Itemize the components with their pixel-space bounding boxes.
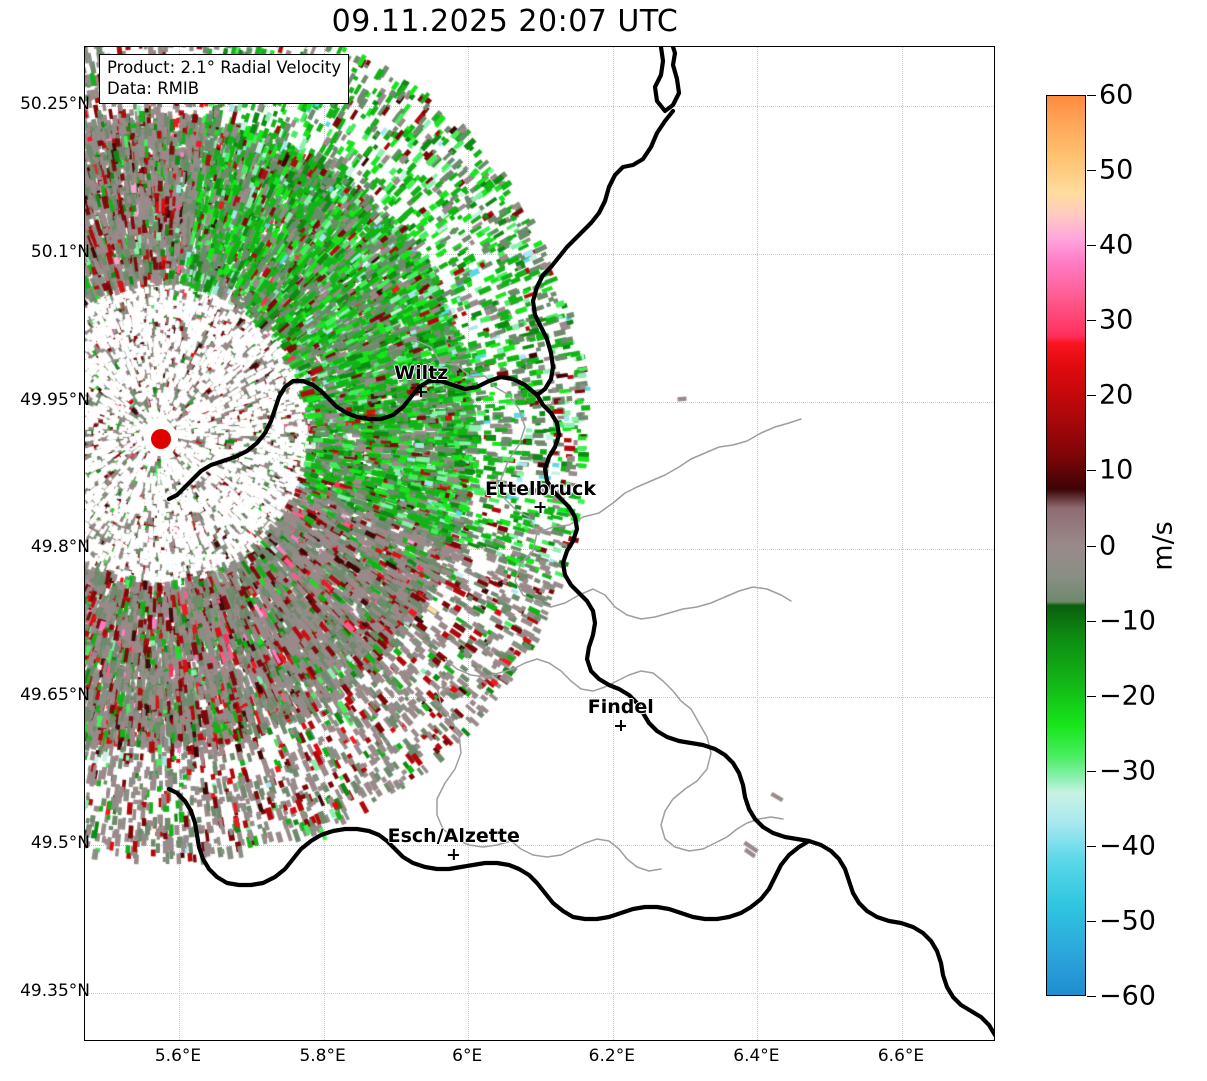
colorbar-tick-label-8: −20 <box>1099 680 1156 712</box>
colorbar-tick-7 <box>1087 620 1096 622</box>
city-label-text: Esch/Alzette <box>387 825 520 848</box>
radar-site-marker[interactable] <box>150 428 171 449</box>
colorbar-tick-11 <box>1087 920 1096 922</box>
velocity-colorbar[interactable] <box>1046 95 1086 996</box>
city-cross-icon <box>448 849 460 861</box>
colorbar-tick-label-3: 30 <box>1099 304 1134 336</box>
colorbar-gradient <box>1047 96 1085 995</box>
x-tick-label-2: 6°E <box>452 1046 483 1066</box>
colorbar-tick-6 <box>1087 545 1096 547</box>
colorbar-tick-4 <box>1087 395 1096 397</box>
city-marker-ettelbruck: Ettelbruck <box>485 478 596 513</box>
colorbar-tick-0 <box>1087 95 1096 96</box>
product-line: Product: 2.1° Radial Velocity <box>107 58 342 77</box>
map-geography-layer <box>166 47 994 1037</box>
y-tick-label-6: 49.35°N <box>20 980 90 1001</box>
product-info-box: Product: 2.1° Radial Velocity Data: RMIB <box>99 54 350 105</box>
page-title: 09.11.2025 20:07 UTC <box>331 4 679 39</box>
y-tick-label-4: 49.65°N <box>20 685 90 706</box>
y-tick-label-2: 49.95°N <box>20 389 90 410</box>
radar-echo-layer <box>85 47 994 1040</box>
city-cross-icon <box>615 720 627 732</box>
x-tick-label-3: 6.2°E <box>588 1046 635 1066</box>
map-plot-area: Wiltz Ettelbruck Findel Esch/Alzette <box>85 47 994 1040</box>
colorbar-tick-label-11: −50 <box>1099 905 1156 937</box>
colorbar-tick-label-1: 50 <box>1099 154 1134 186</box>
colorbar-tick-label-4: 20 <box>1099 379 1134 411</box>
district-borders <box>414 339 802 872</box>
colorbar-tick-2 <box>1087 245 1096 247</box>
x-tick-label-0: 5.6°E <box>154 1046 202 1066</box>
city-marker-findel: Findel <box>587 696 654 732</box>
colorbar-tick-10 <box>1087 845 1096 847</box>
data-source-line: Data: RMIB <box>107 78 200 98</box>
x-tick-label-1: 5.8°E <box>299 1046 346 1066</box>
colorbar-tick-label-0: 60 <box>1099 79 1134 111</box>
radar-map-axes[interactable]: Wiltz Ettelbruck Findel Esch/Alzette Produc… <box>84 46 995 1041</box>
x-tick-label-5: 6.6°E <box>877 1046 925 1066</box>
city-marker-wiltz: Wiltz <box>394 362 449 398</box>
colorbar-tick-label-6: 0 <box>1099 530 1117 561</box>
city-cross-icon <box>415 386 427 398</box>
colorbar-axis-label: m/s <box>1147 521 1179 571</box>
y-tick-label-0: 50.25°N <box>20 94 90 115</box>
city-cross-icon <box>534 501 546 513</box>
colorbar-tick-label-2: 40 <box>1099 229 1134 261</box>
country-border-luxembourg <box>166 47 994 1037</box>
city-label-text: Wiltz <box>394 362 449 385</box>
colorbar-tick-label-10: −40 <box>1099 830 1156 862</box>
colorbar-tick-label-5: 10 <box>1099 454 1134 486</box>
colorbar-tick-8 <box>1087 695 1096 697</box>
colorbar-tick-label-9: −30 <box>1099 755 1156 787</box>
colorbar-tick-1 <box>1087 170 1096 172</box>
colorbar-tick-label-12: −60 <box>1099 980 1156 1012</box>
colorbar-tick-5 <box>1087 470 1096 472</box>
city-marker-esch-alzette: Esch/Alzette <box>387 825 520 861</box>
city-label-text: Findel <box>587 696 654 719</box>
colorbar-tick-label-7: −10 <box>1099 605 1156 637</box>
y-tick-label-3: 49.8°N <box>30 537 90 558</box>
city-label-text: Ettelbruck <box>485 477 596 500</box>
y-tick-label-5: 49.5°N <box>30 832 90 853</box>
y-tick-label-1: 50.1°N <box>30 241 90 262</box>
x-tick-label-4: 6.4°E <box>733 1046 780 1066</box>
colorbar-tick-9 <box>1087 770 1096 772</box>
colorbar-tick-12 <box>1087 996 1096 997</box>
colorbar-tick-3 <box>1087 320 1096 322</box>
